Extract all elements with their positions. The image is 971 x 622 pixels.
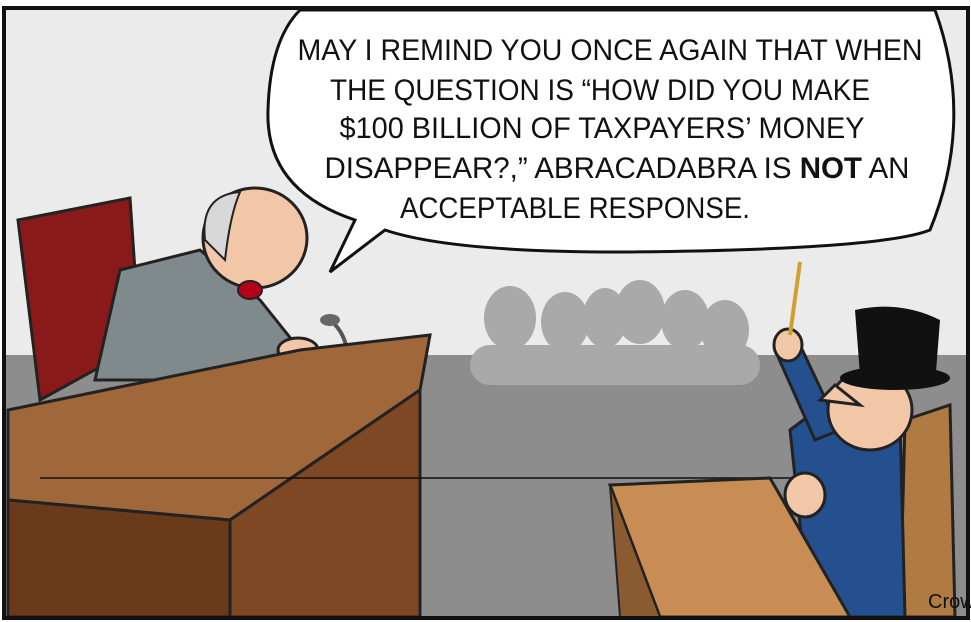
speech-line: ACCEPTABLE RESPONSE.: [400, 192, 750, 225]
judge-hair: [203, 190, 242, 263]
top-hat-brim: [840, 366, 950, 390]
microphone-head: [320, 314, 340, 326]
witness-chair: [898, 402, 957, 619]
top-hat: [855, 306, 940, 385]
judge-desk-front: [6, 498, 232, 619]
audience: [470, 280, 760, 385]
magician-hand: [783, 471, 827, 519]
speech-emphasis: NOT: [800, 152, 862, 185]
speech-bubble: [266, 8, 956, 274]
speech-line: MAY I REMIND YOU ONCE AGAIN THAT WHEN: [298, 34, 923, 67]
magician-nose: [816, 382, 866, 408]
speech-segment: AN: [869, 152, 910, 185]
speech-line: DISAPPEAR?,” ABRACADABRA IS NOT AN: [325, 152, 910, 185]
speech-line: THE QUESTION IS “HOW DID YOU MAKE: [330, 74, 870, 107]
speech-segment: DISAPPEAR?,” ABRACADABRA IS: [325, 152, 792, 185]
speech-line: $100 BILLION OF TAXPAYERS’ MONEY: [340, 112, 865, 145]
frame-border: [2, 6, 970, 620]
speech-text: MAY I REMIND YOU ONCE AGAIN THAT WHEN TH…: [298, 34, 923, 225]
signature: Crow: [928, 591, 971, 613]
wand: [788, 261, 802, 336]
judge-mouth: [237, 280, 263, 300]
magician-hand: [772, 327, 804, 363]
